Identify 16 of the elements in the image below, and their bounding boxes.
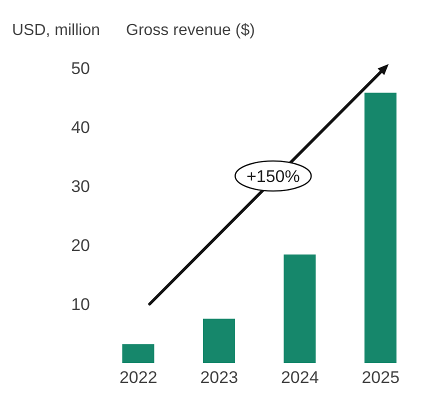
bar [122, 344, 154, 363]
bar [202, 318, 235, 363]
y-axis-title: USD, million [12, 22, 100, 40]
chart-title: Gross revenue ($) [126, 22, 255, 40]
x-tick-label: 2023 [200, 368, 238, 388]
y-tick-label: 40 [71, 118, 90, 138]
x-tick-label: 2024 [280, 368, 319, 388]
y-tick-label: 20 [71, 236, 90, 256]
x-tick-label: 2022 [119, 368, 158, 388]
bar [284, 254, 316, 363]
bar [364, 92, 396, 363]
annotation: +150% [246, 167, 300, 186]
y-tick-label: 10 [71, 295, 90, 314]
x-tick-label: 2025 [362, 368, 400, 388]
y-tick-label: 50 [71, 59, 90, 78]
y-tick-label: 30 [71, 177, 90, 196]
